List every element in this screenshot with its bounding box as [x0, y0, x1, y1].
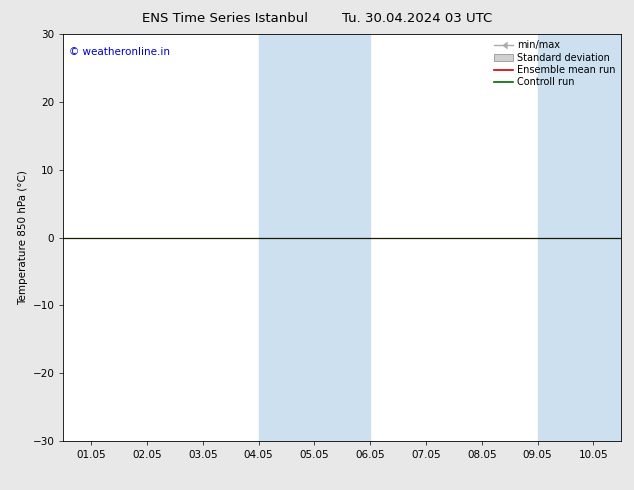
Text: ENS Time Series Istanbul        Tu. 30.04.2024 03 UTC: ENS Time Series Istanbul Tu. 30.04.2024 …	[142, 12, 492, 25]
Legend: min/max, Standard deviation, Ensemble mean run, Controll run: min/max, Standard deviation, Ensemble me…	[491, 37, 618, 90]
Bar	[259, 34, 370, 441]
Text: © weatheronline.in: © weatheronline.in	[69, 47, 170, 56]
Y-axis label: Temperature 850 hPa (°C): Temperature 850 hPa (°C)	[18, 170, 29, 305]
Bar	[538, 34, 621, 441]
